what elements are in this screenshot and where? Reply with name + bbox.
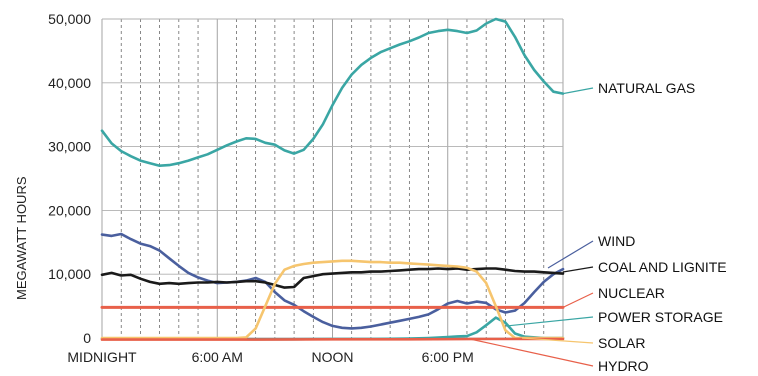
label-leaders — [469, 87, 594, 367]
leader-line-wind — [547, 240, 594, 269]
y-tick-label: 50,000 — [48, 11, 91, 27]
series-line-solar — [100, 259, 565, 340]
series-label-solar: SOLAR — [598, 335, 645, 351]
x-axis-ticks: MIDNIGHT 6:00 AM NOON 6:00 PM — [67, 349, 473, 365]
x-tick-label: NOON — [312, 349, 354, 365]
series-line-wind — [100, 232, 565, 330]
y-tick-label: 30,000 — [48, 139, 91, 155]
series-line-natural-gas — [100, 17, 565, 167]
leader-line-solar — [521, 337, 594, 344]
series-label-power-storage: POWER STORAGE — [598, 309, 723, 325]
series-line-hydro — [100, 337, 565, 341]
y-tick-label: 20,000 — [48, 202, 91, 218]
y-axis-label: MEGAWATT HOURS — [14, 176, 29, 300]
leader-line-nuclear — [562, 292, 594, 308]
series-label-natural-gas: NATURAL GAS — [598, 80, 695, 96]
x-tick-label: 6:00 PM — [422, 349, 474, 365]
y-axis-ticks: 0 10,000 20,000 30,000 40,000 50,000 — [48, 11, 91, 346]
y-tick-label: 40,000 — [48, 75, 91, 91]
series-label-nuclear: NUCLEAR — [598, 285, 665, 301]
leader-line-natural-gas — [562, 87, 594, 95]
leader-line-power-storage — [505, 316, 594, 327]
y-tick-label: 0 — [83, 330, 91, 346]
y-tick-label: 10,000 — [48, 266, 91, 282]
grid — [101, 18, 564, 339]
series-line-coal-and-lignite — [100, 267, 565, 289]
series-labels: NATURAL GAS WIND COAL AND LIGNITE NUCLEAR PO… — [598, 80, 727, 374]
series-label-coal-and-lignite: COAL AND LIGNITE — [598, 259, 727, 275]
x-tick-label: MIDNIGHT — [67, 349, 137, 365]
leader-line-coal-and-lignite — [562, 266, 594, 273]
series-lines — [100, 17, 565, 341]
series-label-wind: WIND — [598, 233, 635, 249]
leader-line-hydro — [469, 338, 594, 367]
series-label-hydro: HYDRO — [598, 358, 649, 374]
x-tick-label: 6:00 AM — [192, 349, 243, 365]
